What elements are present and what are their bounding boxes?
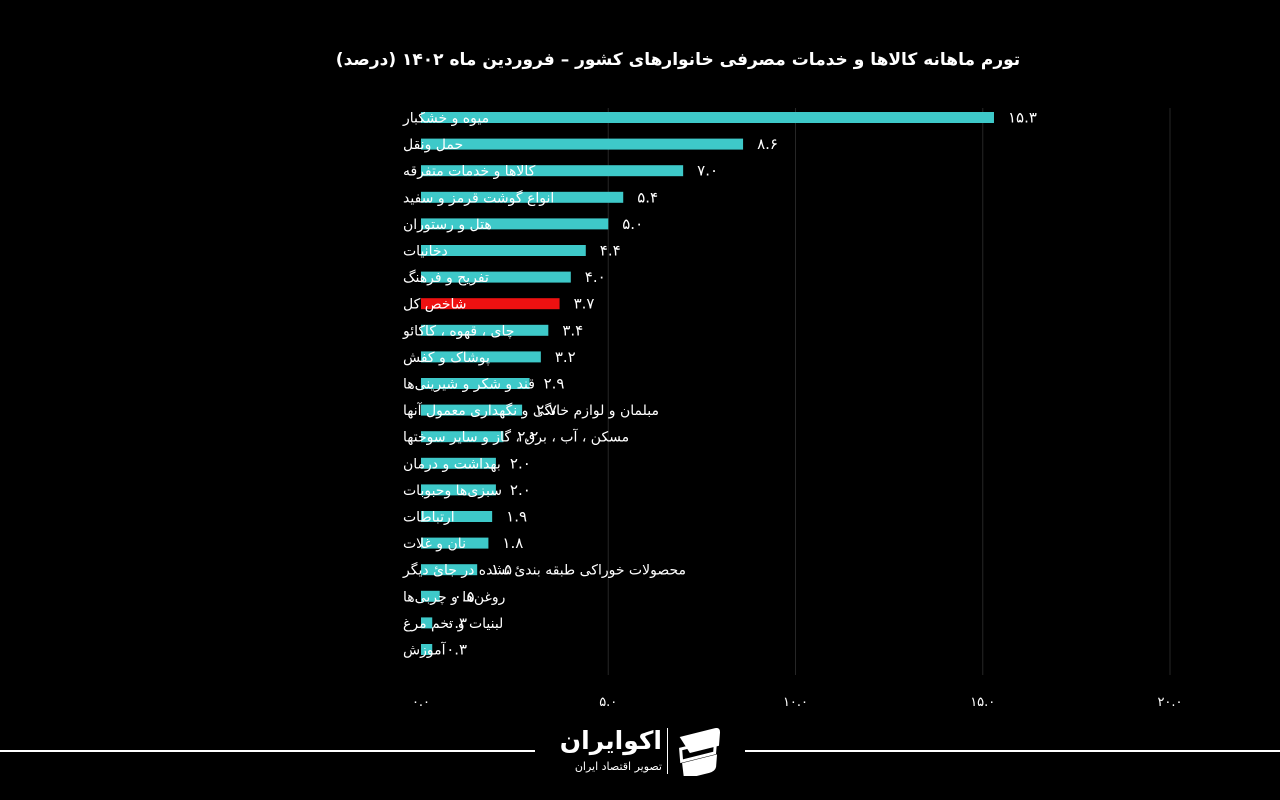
value-label: ۵.۴: [637, 188, 658, 206]
footer-divider-left: [0, 750, 535, 752]
ecoiran-logo-icon: [679, 728, 720, 776]
category-label: حمل ونقل: [403, 137, 463, 153]
value-label: ۱۵.۳: [1008, 109, 1037, 127]
value-label: ۲.۷: [536, 401, 557, 419]
value-label: ۴.۴: [600, 242, 621, 260]
value-label: ۰.۳: [446, 641, 467, 659]
brand-tagline: تصویر اقتصاد ایران: [574, 760, 662, 773]
bar-highlight: [421, 298, 560, 310]
category-labels: میوه و خشکبار حمل ونقل کالاها و خدمات متفر…: [402, 111, 686, 659]
value-label: ۲.۹: [544, 375, 565, 393]
bar: [421, 404, 523, 416]
category-label: قند و شکر و شیرینی‌ها: [403, 377, 535, 393]
value-label: ۵.۰: [622, 215, 643, 233]
brand-logo: اکوایران تصویر اقتصاد ایران: [540, 726, 740, 782]
x-tick-label: ۲۰.۰: [1157, 695, 1182, 710]
footer-divider-right: [745, 750, 1280, 752]
x-axis-ticks: ۰.۰ ۵.۰ ۱۰.۰ ۱۵.۰ ۲۰.۰: [412, 695, 1183, 710]
category-label: تفریح و فرهنگ: [403, 269, 489, 286]
value-label: ۱.۸: [502, 534, 523, 552]
category-label: پوشاک و کفش: [403, 350, 490, 366]
value-label: ۲.۰: [510, 481, 531, 499]
category-label: سبزی‌ها وحبوبات: [403, 483, 502, 499]
category-label: مبلمان و لوازم خانگی و نگهداری معمول آنه…: [403, 402, 659, 419]
bar: [421, 457, 496, 469]
value-label: ۳.۷: [574, 295, 595, 313]
bars: [421, 112, 994, 655]
x-tick-label: ۱۰.۰: [783, 695, 808, 710]
value-label: ۳.۴: [562, 321, 583, 339]
bar: [421, 245, 586, 256]
category-label: ارتباطات: [403, 510, 455, 526]
bar: [421, 564, 478, 576]
category-label: شاخص کل: [403, 297, 467, 313]
category-label: میوه و خشکبار: [402, 111, 489, 127]
category-label: نان و غلات: [403, 536, 466, 552]
category-label: مسکن ، آب ، برق ، گاز و سایر سوختها: [403, 429, 629, 446]
bar: [421, 351, 541, 363]
bar: [421, 431, 504, 443]
value-label: ۰.۳: [446, 614, 467, 632]
grid-lines: [607, 108, 1171, 675]
category-label: آموزش: [403, 642, 447, 659]
category-label: هتل و رستوران: [403, 217, 492, 233]
bar: [421, 537, 489, 549]
value-label: ۰.۵: [454, 587, 475, 605]
category-label: کالاها و خدمات متفرقه: [403, 164, 536, 180]
bar: [421, 191, 624, 203]
x-tick-label: ۱۵.۰: [970, 695, 995, 710]
bar: [421, 112, 994, 123]
value-label: ۲.۲: [517, 428, 538, 446]
value-label: ۳.۲: [555, 348, 576, 366]
category-label: بهداشت و درمان: [403, 456, 501, 472]
bar: [421, 378, 530, 389]
bar: [421, 271, 571, 283]
bar: [421, 165, 684, 177]
bar: [421, 617, 433, 629]
value-labels: ۱۵.۳ ۸.۶ ۷.۰ ۵.۴ ۵.۰۴.۴ ۴.۰ ۳.۷ ۳.۴ ۳.۲ ۲.۹ ۲.۷ ۲.۲…: [446, 109, 1037, 659]
category-label: دخانیات: [403, 244, 448, 260]
x-tick-label: ۰.۰: [412, 695, 430, 710]
bar: [421, 218, 609, 230]
category-label: روغن‌ها و چربی‌ها: [403, 589, 505, 605]
value-label: ۱.۵: [491, 561, 512, 579]
category-label: انواع گوشت قرمز و سفید: [403, 189, 554, 206]
bar: [421, 324, 549, 336]
bar: [421, 138, 744, 150]
x-tick-label: ۵.۰: [599, 695, 617, 710]
category-label: لبنیات و تخم مرغ: [403, 616, 503, 632]
brand-name: اکوایران: [559, 726, 662, 755]
brand-divider: [667, 728, 668, 774]
value-label: ۴.۰: [585, 268, 606, 286]
category-label: چای ، قهوه ، کاکائو: [402, 323, 514, 339]
value-label: ۲.۰: [510, 454, 531, 472]
chart-title: تورم ماهانه کالاها و خدمات مصرفی خانواره…: [335, 50, 1021, 70]
bar: [421, 644, 433, 655]
value-label: ۱.۹: [506, 508, 527, 526]
value-label: ۷.۰: [697, 162, 718, 180]
bar: [421, 484, 496, 496]
category-label: محصولات خوراکی طبقه بندئ نشده در جائ دیگ…: [402, 562, 686, 579]
value-label: ۸.۶: [757, 135, 778, 153]
bar: [421, 511, 493, 522]
bar: [421, 590, 440, 602]
